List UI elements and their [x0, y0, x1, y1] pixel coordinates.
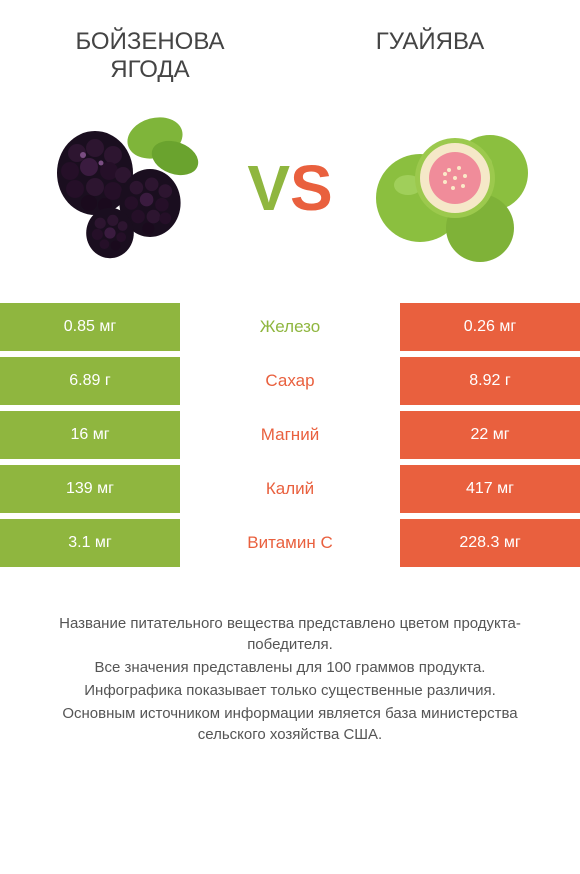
vs-s: S — [290, 152, 333, 224]
left-food-title: БОЙЗЕНОВА ЯГОДА — [40, 28, 260, 83]
nutrient-label: Витамин C — [180, 519, 400, 567]
right-food-title: ГУАЙЯВА — [320, 28, 540, 83]
footer-line: Основным источником информации является … — [30, 703, 550, 745]
table-row: 139 мгКалий417 мг — [0, 465, 580, 513]
comparison-table: 0.85 мгЖелезо0.26 мг 6.89 гСахар8.92 г 16 … — [0, 303, 580, 567]
table-row: 16 мгМагний22 мг — [0, 411, 580, 459]
footer-line: Инфографика показывает только существенн… — [30, 680, 550, 701]
vs-label: VS — [247, 156, 332, 220]
right-value: 8.92 г — [400, 357, 580, 405]
footer-line: Название питательного вещества представл… — [30, 613, 550, 655]
nutrient-label: Магний — [180, 411, 400, 459]
right-value: 228.3 мг — [400, 519, 580, 567]
left-value: 0.85 мг — [0, 303, 180, 351]
footer-notes: Название питательного вещества представл… — [0, 573, 580, 745]
table-row: 6.89 гСахар8.92 г — [0, 357, 580, 405]
right-value: 22 мг — [400, 411, 580, 459]
left-food-image — [40, 103, 220, 273]
vs-v: V — [247, 152, 290, 224]
left-value: 16 мг — [0, 411, 180, 459]
footer-line: Все значения представлены для 100 граммо… — [30, 657, 550, 678]
table-row: 3.1 мгВитамин C228.3 мг — [0, 519, 580, 567]
right-value: 417 мг — [400, 465, 580, 513]
nutrient-label: Железо — [180, 303, 400, 351]
nutrient-label: Сахар — [180, 357, 400, 405]
left-value: 139 мг — [0, 465, 180, 513]
table-row: 0.85 мгЖелезо0.26 мг — [0, 303, 580, 351]
right-food-image — [360, 103, 540, 273]
left-value: 6.89 г — [0, 357, 180, 405]
right-value: 0.26 мг — [400, 303, 580, 351]
left-value: 3.1 мг — [0, 519, 180, 567]
nutrient-label: Калий — [180, 465, 400, 513]
